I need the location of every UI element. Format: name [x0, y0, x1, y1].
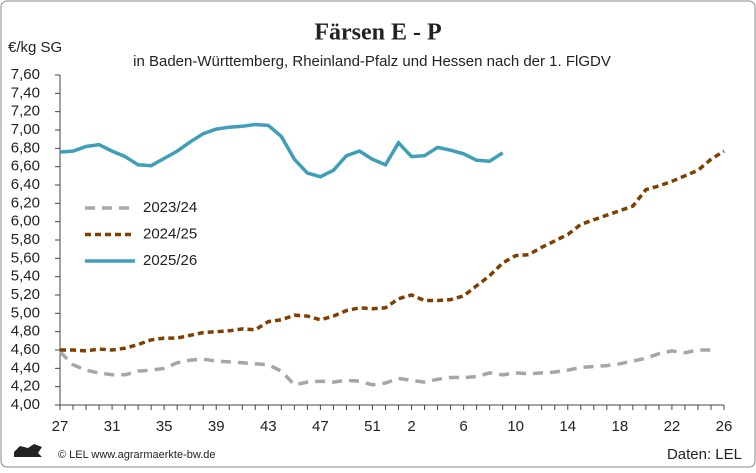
y-tick-label: 6,40: [11, 176, 40, 193]
chart-title: Färsen E - P: [314, 20, 441, 46]
y-tick-label: 4,20: [11, 378, 40, 395]
x-tick-label: 2: [407, 418, 415, 435]
legend-label: 2025/26: [143, 252, 197, 269]
footer-data: Daten: LEL: [667, 446, 742, 463]
series-line: [60, 149, 725, 353]
legend-label: 2024/25: [143, 225, 197, 242]
chart-subtitle: in Baden-Württemberg, Rheinland-Pfalz un…: [133, 53, 611, 70]
y-tick-label: 6,00: [11, 213, 40, 230]
x-tick-label: 31: [104, 418, 121, 435]
y-tick-label: 4,80: [11, 323, 40, 340]
y-tick-label: 5,00: [11, 304, 40, 321]
x-tick-label: 10: [507, 418, 524, 435]
y-tick-label: 6,80: [11, 139, 40, 156]
y-tick-label: 7,20: [11, 103, 40, 120]
x-tick-label: 18: [611, 418, 628, 435]
y-tick-label: 6,20: [11, 194, 40, 211]
footer-source: © LEL www.agrarmaerkte-bw.de: [58, 449, 216, 461]
x-tick-label: 14: [559, 418, 576, 435]
y-tick-label: 7,60: [11, 66, 40, 83]
logo: [14, 444, 42, 457]
series-line: [59, 122, 504, 179]
y-tick-label: 6,60: [11, 158, 40, 175]
y-tick-label: 4,40: [11, 359, 40, 376]
x-tick-label: 35: [156, 418, 173, 435]
y-tick-label: 7,00: [11, 121, 40, 138]
x-tick-label: 27: [52, 418, 69, 435]
series-line: [58, 348, 711, 387]
x-tick-label: 47: [312, 418, 329, 435]
y-tick-label: 5,60: [11, 249, 40, 266]
y-tick-label: 5,20: [11, 286, 40, 303]
y-tick-label: 5,80: [11, 231, 40, 248]
x-tick-label: 26: [716, 418, 733, 435]
x-tick-label: 51: [364, 418, 381, 435]
legend-label: 2023/24: [143, 199, 197, 216]
x-tick-label: 43: [260, 418, 277, 435]
y-tick-label: 4,00: [11, 396, 40, 413]
y-tick-label: 7,40: [11, 84, 40, 101]
y-tick-label: 4,60: [11, 341, 40, 358]
x-tick-label: 6: [459, 418, 467, 435]
x-tick-label: 39: [208, 418, 225, 435]
x-tick-label: 22: [664, 418, 681, 435]
y-axis-label: €/kg SG: [8, 39, 62, 56]
y-tick-label: 5,40: [11, 268, 40, 285]
